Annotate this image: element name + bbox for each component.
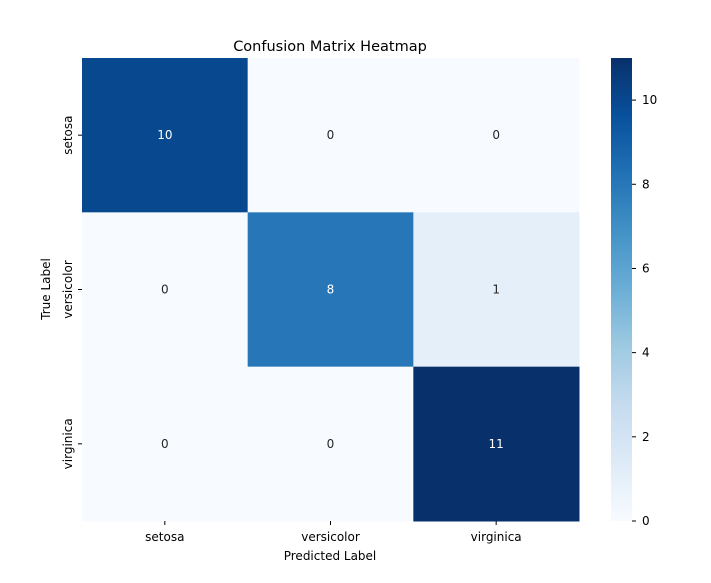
colorbar-tick-label: 2 — [642, 430, 650, 444]
heatmap-cell — [247, 366, 414, 522]
cell-value-label: 1 — [492, 283, 500, 297]
colorbar-tick-label: 10 — [642, 93, 657, 107]
heatmap-cell — [413, 366, 580, 522]
y-tick-label: setosa — [61, 116, 75, 155]
cell-value-label: 0 — [161, 283, 169, 297]
colorbar-tick-label: 4 — [642, 346, 650, 360]
cell-value-label: 11 — [489, 437, 504, 451]
heatmap-cell — [82, 366, 249, 522]
heatmap-cell — [82, 212, 249, 368]
cell-value-label: 8 — [327, 283, 335, 297]
x-tick-label: virginica — [471, 530, 522, 544]
cell-value-label: 0 — [327, 437, 335, 451]
cell-value-label: 10 — [157, 128, 172, 142]
y-axis-label: True Label — [39, 258, 53, 321]
cell-value-label: 0 — [327, 128, 335, 142]
y-tick-label: versicolor — [61, 260, 75, 319]
heatmap-cell — [247, 212, 414, 368]
x-tick-label: versicolor — [301, 530, 360, 544]
y-tick-label: virginica — [61, 418, 75, 469]
x-tick-label: setosa — [145, 530, 184, 544]
heatmap-cell — [413, 212, 580, 368]
heatmap-cell — [413, 58, 580, 213]
colorbar-tick-label: 6 — [642, 261, 650, 275]
colorbar-tick-label: 0 — [642, 514, 650, 528]
heatmap-cell — [82, 58, 249, 213]
cell-value-label: 0 — [161, 437, 169, 451]
heatmap-cell — [247, 58, 414, 213]
colorbar-tick-label: 8 — [642, 177, 650, 191]
colorbar — [611, 58, 632, 521]
x-axis-label: Predicted Label — [284, 549, 377, 563]
cell-value-label: 0 — [492, 128, 500, 142]
chart-title: Confusion Matrix Heatmap — [233, 39, 427, 55]
